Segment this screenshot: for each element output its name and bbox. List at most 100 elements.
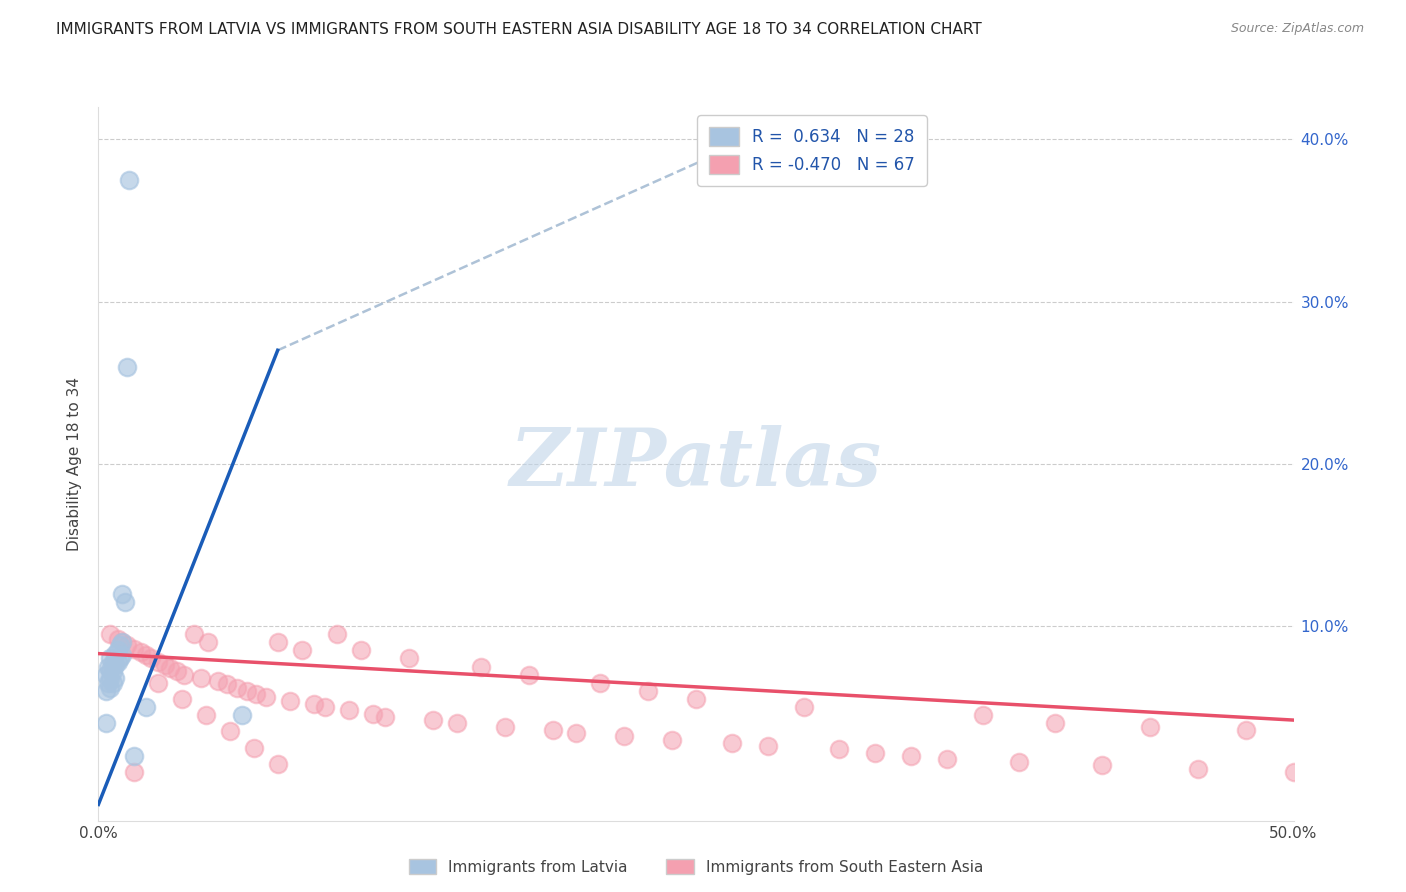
Point xyxy=(339,703,360,717)
Point xyxy=(98,651,122,665)
Point xyxy=(302,697,325,711)
Point xyxy=(756,739,779,753)
Point xyxy=(398,651,420,665)
Point xyxy=(517,667,540,681)
Point xyxy=(101,655,124,669)
Point xyxy=(98,627,122,641)
Point xyxy=(124,764,146,779)
Point xyxy=(108,651,131,665)
Point xyxy=(107,655,129,669)
Point xyxy=(685,692,707,706)
Point xyxy=(111,635,134,649)
Point xyxy=(363,706,385,721)
Point xyxy=(326,627,349,641)
Point xyxy=(972,708,994,723)
Point xyxy=(422,713,444,727)
Point xyxy=(98,671,122,685)
Point xyxy=(197,635,219,649)
Point xyxy=(446,716,468,731)
Point xyxy=(94,684,117,698)
Point xyxy=(231,708,253,723)
Point xyxy=(111,648,134,663)
Point xyxy=(104,671,127,685)
Point xyxy=(115,359,138,374)
Point xyxy=(107,643,129,657)
Point xyxy=(124,641,146,656)
Point xyxy=(291,643,314,657)
Point xyxy=(107,632,129,646)
Point xyxy=(172,692,194,706)
Point xyxy=(541,723,564,737)
Point xyxy=(183,627,205,641)
Point xyxy=(98,681,122,695)
Point xyxy=(131,645,153,659)
Point xyxy=(1091,758,1114,772)
Point xyxy=(101,665,124,679)
Point xyxy=(111,586,134,600)
Point xyxy=(243,740,266,755)
Point xyxy=(226,681,249,695)
Point xyxy=(115,639,138,653)
Point xyxy=(118,173,141,187)
Point xyxy=(494,720,516,734)
Point xyxy=(94,716,117,731)
Point xyxy=(793,700,815,714)
Point xyxy=(1282,764,1305,779)
Point xyxy=(1187,762,1209,776)
Point xyxy=(267,635,290,649)
Point xyxy=(1007,756,1029,770)
Point xyxy=(190,671,212,685)
Point xyxy=(254,690,277,705)
Point xyxy=(470,659,492,673)
Legend: Immigrants from Latvia, Immigrants from South Eastern Asia: Immigrants from Latvia, Immigrants from … xyxy=(402,853,990,880)
Point xyxy=(589,675,612,690)
Point xyxy=(111,635,134,649)
Point xyxy=(613,729,636,743)
Point xyxy=(97,675,120,690)
Point xyxy=(148,655,170,669)
Point xyxy=(863,746,887,760)
Point xyxy=(98,663,122,677)
Point xyxy=(114,595,136,609)
Point xyxy=(1234,723,1257,737)
Point xyxy=(828,742,851,756)
Point xyxy=(350,643,373,657)
Point xyxy=(155,657,177,672)
Point xyxy=(315,700,337,714)
Point xyxy=(104,647,127,661)
Point xyxy=(217,677,239,691)
Point xyxy=(159,661,181,675)
Point xyxy=(936,752,959,766)
Point xyxy=(900,748,922,763)
Text: ZIPatlas: ZIPatlas xyxy=(510,425,882,502)
Point xyxy=(1043,716,1066,731)
Y-axis label: Disability Age 18 to 34: Disability Age 18 to 34 xyxy=(67,376,83,551)
Point xyxy=(135,648,157,663)
Point xyxy=(124,748,146,763)
Point xyxy=(108,639,131,653)
Point xyxy=(194,708,218,723)
Point xyxy=(565,726,588,740)
Point xyxy=(267,756,290,771)
Point xyxy=(135,700,157,714)
Point xyxy=(207,674,229,689)
Point xyxy=(139,651,162,665)
Point xyxy=(374,710,396,724)
Point xyxy=(235,684,257,698)
Point xyxy=(661,732,683,747)
Point xyxy=(101,675,124,690)
Point xyxy=(94,667,117,681)
Point xyxy=(104,657,127,672)
Point xyxy=(166,665,188,679)
Text: IMMIGRANTS FROM LATVIA VS IMMIGRANTS FROM SOUTH EASTERN ASIA DISABILITY AGE 18 T: IMMIGRANTS FROM LATVIA VS IMMIGRANTS FRO… xyxy=(56,22,981,37)
Point xyxy=(245,687,267,701)
Point xyxy=(278,693,301,707)
Point xyxy=(97,659,120,673)
Point xyxy=(1139,720,1161,734)
Point xyxy=(721,736,744,750)
Point xyxy=(148,675,170,690)
Point xyxy=(219,724,242,739)
Point xyxy=(173,667,195,681)
Point xyxy=(637,684,659,698)
Text: Source: ZipAtlas.com: Source: ZipAtlas.com xyxy=(1230,22,1364,36)
